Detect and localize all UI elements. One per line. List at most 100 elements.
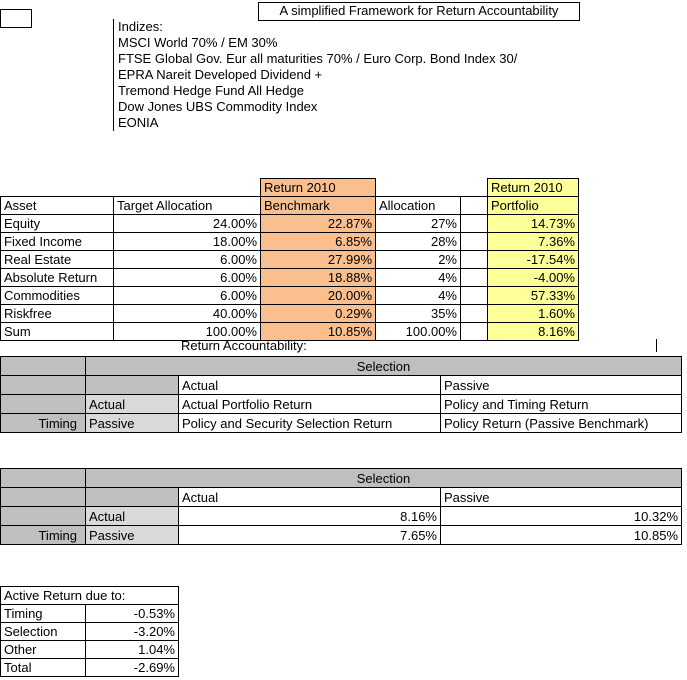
cell-benchmark[interactable]: 18.88%: [260, 268, 376, 287]
cell-target[interactable]: 100.00%: [113, 322, 261, 341]
cell-target[interactable]: 6.00%: [113, 250, 261, 269]
cell-portfolio[interactable]: 57.33%: [487, 286, 579, 305]
cell-target[interactable]: 6.00%: [113, 286, 261, 305]
cell-asset[interactable]: Riskfree: [0, 304, 114, 323]
empty-cell[interactable]: [460, 250, 488, 269]
cell-portfolio[interactable]: -4.00%: [487, 268, 579, 287]
empty-cell[interactable]: [460, 214, 488, 233]
index-line-0[interactable]: MSCI World 70% / EM 30%: [118, 35, 278, 50]
cell-passive-actual[interactable]: 7.65%: [178, 525, 441, 545]
return-accountability-label[interactable]: Return Accountability:: [181, 338, 307, 353]
col-header-actual[interactable]: Actual: [178, 375, 441, 395]
cell-allocation[interactable]: 28%: [375, 232, 461, 251]
cell-actual-passive[interactable]: 10.32%: [440, 506, 682, 526]
cell-label[interactable]: Selection: [0, 622, 86, 641]
index-line-3[interactable]: Tremond Hedge Fund All Hedge: [118, 83, 304, 98]
col-header-portfolio[interactable]: Portfolio: [487, 196, 579, 215]
cell-portfolio[interactable]: 1.60%: [487, 304, 579, 323]
empty-cell[interactable]: [460, 232, 488, 251]
row-header-passive[interactable]: Passive: [85, 525, 179, 545]
cell-value[interactable]: -0.53%: [85, 604, 179, 623]
empty-cell[interactable]: [0, 487, 86, 507]
cell-portfolio[interactable]: 7.36%: [487, 232, 579, 251]
cell-value[interactable]: -3.20%: [85, 622, 179, 641]
cell-asset[interactable]: Absolute Return: [0, 268, 114, 287]
empty-cell[interactable]: [85, 375, 179, 395]
col-header-actual[interactable]: Actual: [178, 487, 441, 507]
empty-cell[interactable]: [0, 394, 86, 414]
cell-passive-actual[interactable]: Policy and Security Selection Return: [178, 413, 441, 433]
table-row: Timing Passive 7.65% 10.85%: [0, 525, 682, 545]
cell-portfolio[interactable]: 8.16%: [487, 322, 579, 341]
cell-label[interactable]: Other: [0, 640, 86, 659]
active-return-title[interactable]: Active Return due to:: [0, 586, 179, 605]
cell-label[interactable]: Total: [0, 658, 86, 677]
cell-allocation[interactable]: 4%: [375, 286, 461, 305]
cell-allocation[interactable]: 27%: [375, 214, 461, 233]
index-line-1[interactable]: FTSE Global Gov. Eur all maturities 70% …: [118, 51, 518, 66]
table-row: Real Estate 6.00% 27.99% 2% -17.54%: [0, 250, 579, 269]
empty-cell[interactable]: [0, 356, 86, 376]
cell-passive-passive[interactable]: Policy Return (Passive Benchmark): [440, 413, 682, 433]
cell-target[interactable]: 6.00%: [113, 268, 261, 287]
empty-cell[interactable]: [460, 286, 488, 305]
index-line-5[interactable]: EONIA: [118, 115, 159, 130]
cell-value[interactable]: 1.04%: [85, 640, 179, 659]
cell-asset[interactable]: Sum: [0, 322, 114, 341]
indices-label[interactable]: Indizes:: [118, 19, 163, 34]
selection-header[interactable]: Selection: [85, 356, 682, 376]
cell-value[interactable]: -2.69%: [85, 658, 179, 677]
col-header-asset[interactable]: Asset: [0, 196, 114, 215]
cell-benchmark[interactable]: 6.85%: [260, 232, 376, 251]
cell-allocation[interactable]: 35%: [375, 304, 461, 323]
col-header-passive[interactable]: Passive: [440, 487, 682, 507]
cell-passive-passive[interactable]: 10.85%: [440, 525, 682, 545]
empty-cell[interactable]: [460, 196, 488, 215]
cell-portfolio[interactable]: -17.54%: [487, 250, 579, 269]
empty-cell[interactable]: [0, 506, 86, 526]
cell-actual-actual[interactable]: 8.16%: [178, 506, 441, 526]
row-header-actual[interactable]: Actual: [85, 506, 179, 526]
index-line-4[interactable]: Dow Jones UBS Commodity Index: [118, 99, 318, 114]
cell-asset[interactable]: Equity: [0, 214, 114, 233]
index-line-2[interactable]: EPRA Nareit Developed Dividend +: [118, 67, 323, 82]
cell-benchmark[interactable]: 0.29%: [260, 304, 376, 323]
cell-label[interactable]: Timing: [0, 604, 86, 623]
cell-benchmark[interactable]: 27.99%: [260, 250, 376, 269]
empty-cell[interactable]: [460, 322, 488, 341]
sheet-title[interactable]: A simplified Framework for Return Accoun…: [258, 2, 580, 21]
cell-actual-passive[interactable]: Policy and Timing Return: [440, 394, 682, 414]
cell-target[interactable]: 40.00%: [113, 304, 261, 323]
empty-cell[interactable]: [460, 268, 488, 287]
empty-cell[interactable]: [85, 487, 179, 507]
cell-benchmark[interactable]: 10.85%: [260, 322, 376, 341]
portfolio-group-header[interactable]: Return 2010: [487, 178, 579, 197]
cell-asset[interactable]: Real Estate: [0, 250, 114, 269]
empty-cell-top-left[interactable]: [0, 9, 32, 28]
timing-label[interactable]: Timing: [0, 525, 86, 545]
selection-header[interactable]: Selection: [85, 468, 682, 488]
cell-target[interactable]: 18.00%: [113, 232, 261, 251]
table-row: Total -2.69%: [0, 658, 179, 677]
timing-label[interactable]: Timing: [0, 413, 86, 433]
cell-target[interactable]: 24.00%: [113, 214, 261, 233]
cell-asset[interactable]: Commodities: [0, 286, 114, 305]
col-header-allocation[interactable]: Allocation: [375, 196, 461, 215]
row-header-actual[interactable]: Actual: [85, 394, 179, 414]
col-header-benchmark[interactable]: Benchmark: [260, 196, 376, 215]
empty-cell[interactable]: [0, 468, 86, 488]
empty-cell[interactable]: [460, 304, 488, 323]
cell-allocation[interactable]: 2%: [375, 250, 461, 269]
benchmark-group-header[interactable]: Return 2010: [260, 178, 376, 197]
cell-asset[interactable]: Fixed Income: [0, 232, 114, 251]
col-header-passive[interactable]: Passive: [440, 375, 682, 395]
cell-allocation[interactable]: 4%: [375, 268, 461, 287]
cell-benchmark[interactable]: 20.00%: [260, 286, 376, 305]
row-header-passive[interactable]: Passive: [85, 413, 179, 433]
cell-benchmark[interactable]: 22.87%: [260, 214, 376, 233]
cell-allocation[interactable]: 100.00%: [375, 322, 461, 341]
cell-actual-actual[interactable]: Actual Portfolio Return: [178, 394, 441, 414]
empty-cell[interactable]: [0, 375, 86, 395]
cell-portfolio[interactable]: 14.73%: [487, 214, 579, 233]
col-header-target[interactable]: Target Allocation: [113, 196, 261, 215]
